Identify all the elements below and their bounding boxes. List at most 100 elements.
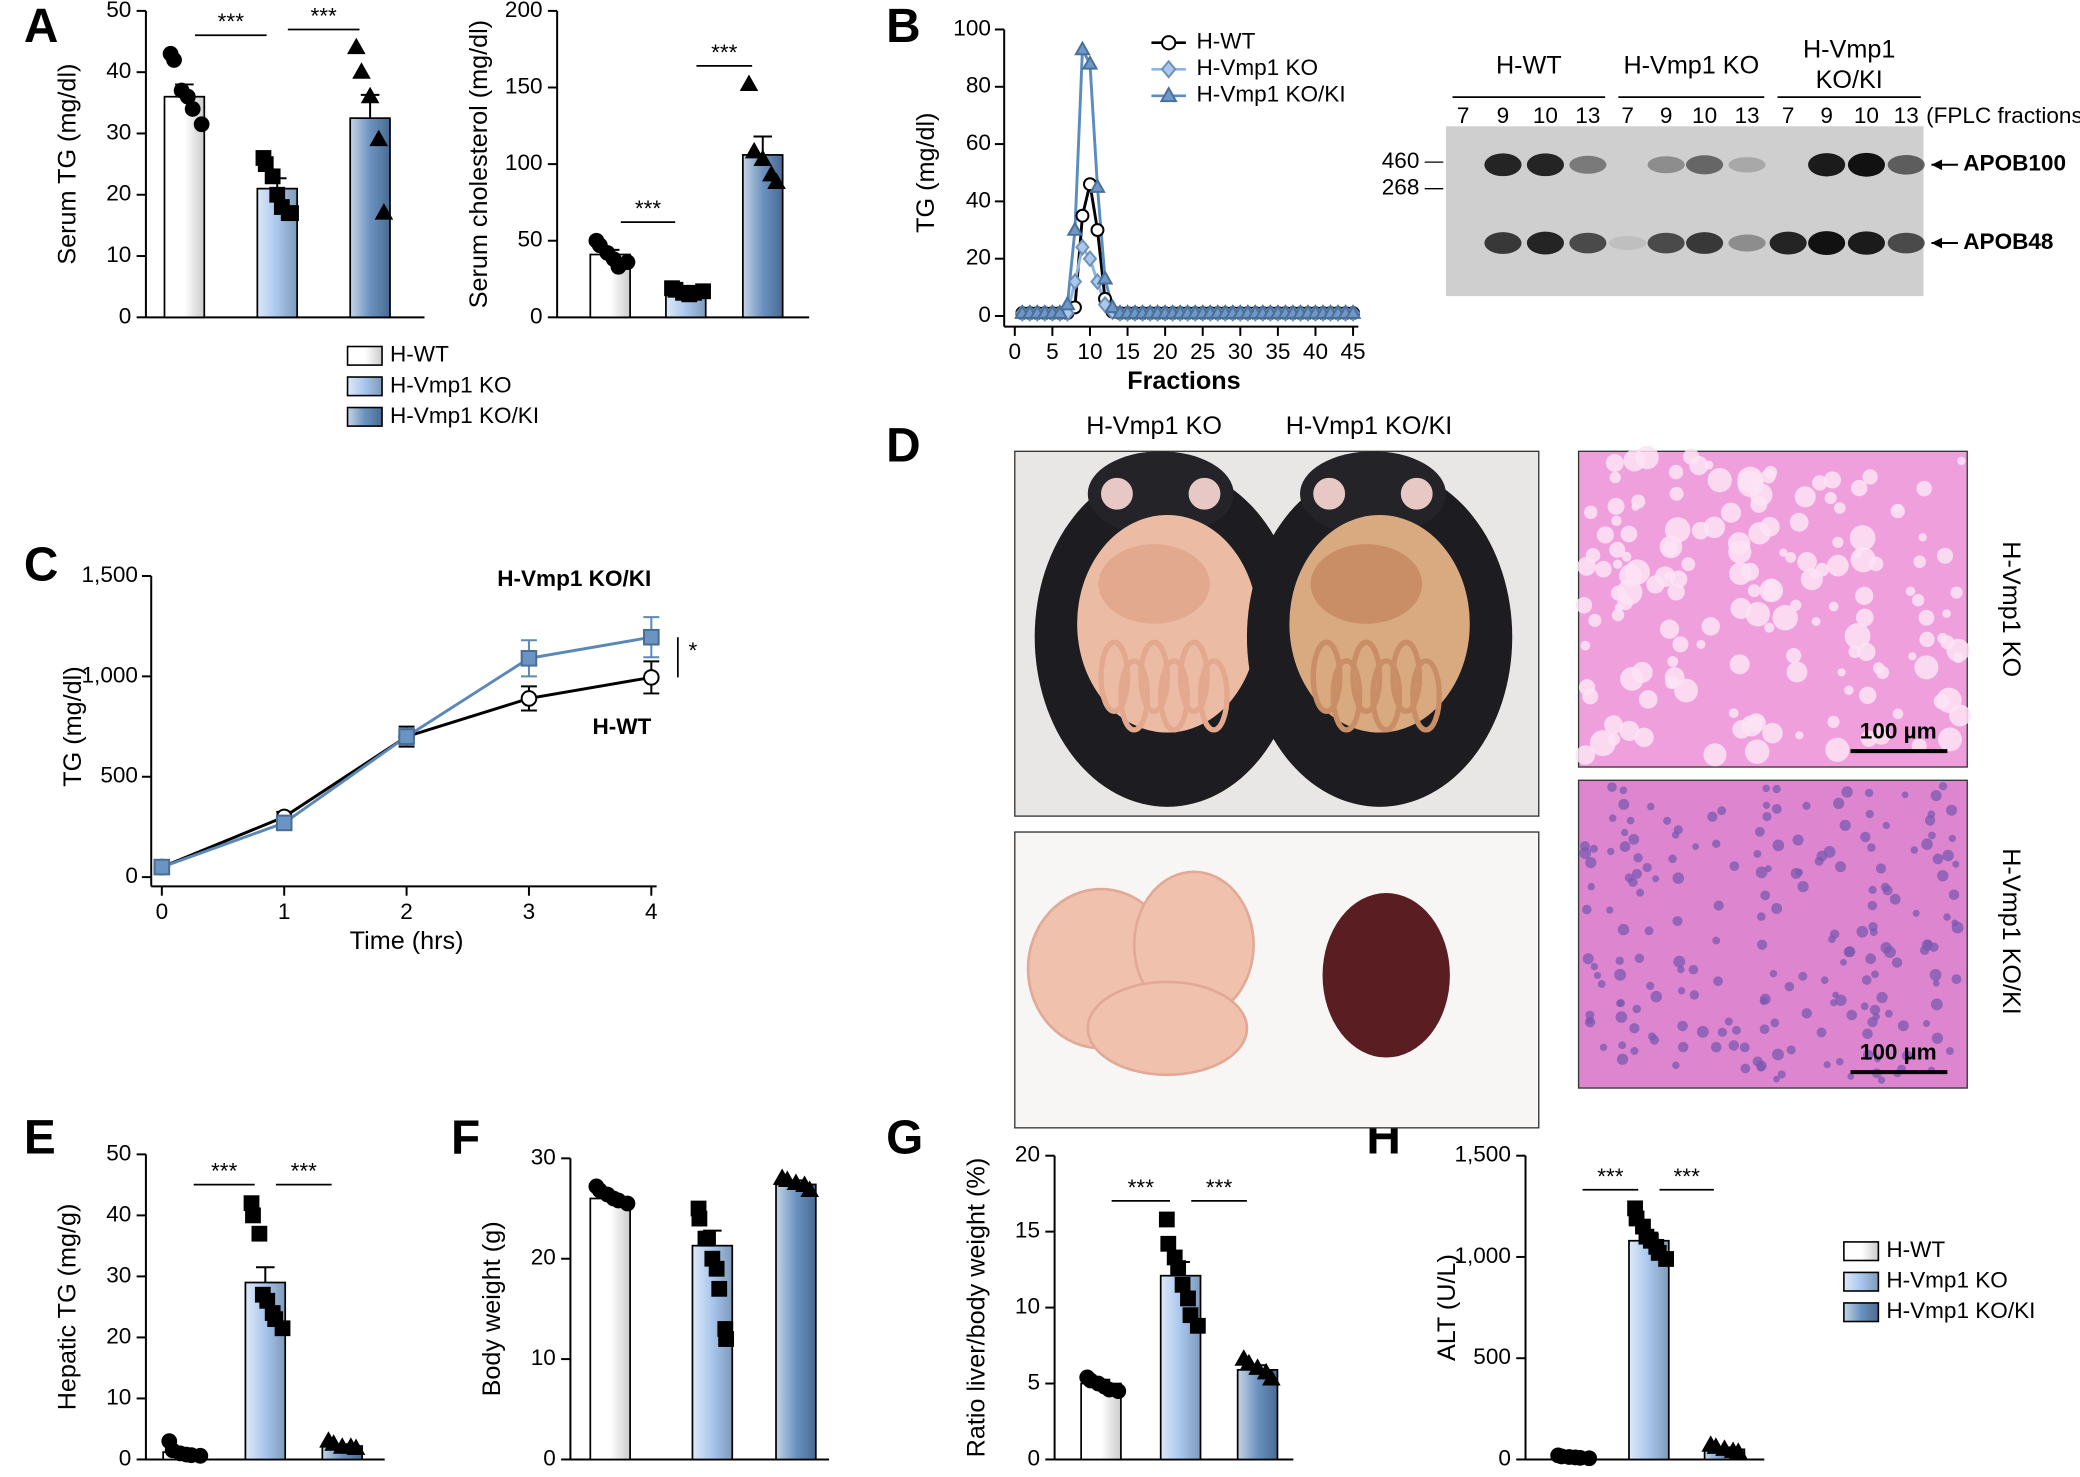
lipid-vacuole: [1668, 464, 1684, 480]
nucleus: [1707, 811, 1718, 822]
nucleus: [1928, 831, 1936, 840]
significance-label: ***: [1674, 1164, 1701, 1189]
nucleus: [1728, 1040, 1740, 1051]
lipid-vacuole: [1828, 601, 1839, 612]
lipid-vacuole: [1729, 562, 1752, 585]
nucleus: [1860, 1002, 1869, 1011]
lipid-vacuole: [1691, 521, 1710, 540]
y-tick-label: 80: [966, 73, 991, 98]
mouse-head: [1300, 451, 1446, 537]
y-axis-label: Body weight (g): [478, 1221, 506, 1396]
nucleus: [1862, 1028, 1873, 1040]
marker: [1090, 223, 1105, 238]
marker: [1075, 208, 1090, 223]
nucleus: [1629, 1023, 1640, 1034]
lipid-vacuole: [1795, 731, 1804, 740]
nucleus: [1937, 870, 1949, 882]
blot-band: [1887, 232, 1925, 254]
nucleus: [1754, 826, 1765, 837]
legend-marker: [1159, 86, 1178, 103]
lipid-vacuole: [1620, 525, 1638, 543]
lipid-vacuole: [1844, 685, 1854, 696]
lipid-vacuole: [1913, 555, 1926, 568]
nucleus: [1816, 1027, 1827, 1038]
organ: [1098, 544, 1210, 624]
y-tick-label: 0: [119, 303, 132, 328]
lane-label: 9: [1660, 103, 1673, 128]
lipid-vacuole: [1609, 541, 1626, 558]
marker: [398, 728, 415, 745]
nucleus: [1840, 958, 1847, 966]
panel-label: E: [24, 1112, 56, 1165]
nucleus: [1770, 1018, 1780, 1028]
data-point: [274, 1320, 291, 1337]
lipid-vacuole: [1827, 715, 1840, 729]
lipid-vacuole: [1614, 603, 1624, 612]
photo-label: H-Vmp1 KO: [1086, 412, 1222, 440]
lipid-vacuole: [1892, 708, 1904, 720]
group-label-line: H-Vmp1: [1803, 35, 1895, 63]
group-label: H-Vmp1 KO/KI: [1803, 35, 1895, 94]
nucleus: [1642, 862, 1652, 873]
error-bar: [256, 1266, 275, 1283]
x-tick-label: 0: [156, 899, 169, 924]
nucleus: [1740, 1063, 1751, 1074]
legend-label: H-WT: [390, 342, 449, 367]
lipid-vacuole: [1918, 609, 1935, 626]
lipid-vacuole: [1631, 494, 1646, 509]
marker: [1075, 238, 1090, 256]
lanes-note: (FPLC fractions): [1926, 103, 2080, 128]
band-label: APOB100: [1963, 151, 2066, 176]
lane-label: 10: [1692, 103, 1717, 128]
nucleus: [1692, 843, 1699, 850]
nucleus: [1618, 798, 1630, 810]
nucleus: [1882, 821, 1890, 830]
lipid-vacuole: [1855, 608, 1874, 627]
nucleus: [1677, 1020, 1688, 1032]
lipid-vacuole: [1812, 475, 1828, 491]
data-point: [184, 101, 201, 117]
lipid-vacuole: [1908, 652, 1917, 661]
x-tick-label: 45: [1341, 339, 1366, 364]
x-tick-label: 25: [1190, 339, 1215, 364]
marker: [153, 858, 171, 876]
legend-marker: [1160, 59, 1177, 79]
nucleus: [1599, 1043, 1608, 1051]
nucleus: [1884, 1009, 1893, 1018]
lipid-vacuole: [1696, 639, 1706, 649]
lipid-vacuole: [1732, 720, 1751, 739]
lipid-vacuole: [1575, 745, 1596, 765]
lipid-vacuole: [1811, 617, 1821, 626]
legend-marker: [1161, 35, 1177, 51]
nucleus: [1832, 797, 1845, 810]
liver: [1322, 893, 1450, 1058]
lipid-vacuole: [1620, 666, 1644, 691]
lipid-vacuole: [1669, 486, 1684, 501]
lipid-vacuole: [1703, 743, 1727, 767]
lane-label: 7: [1782, 103, 1795, 128]
legend-label: H-WT: [1886, 1237, 1945, 1262]
y-axis-label: Ratio liver/body weight (%): [962, 1158, 990, 1458]
lipid-vacuole: [1859, 686, 1877, 704]
nucleus: [1759, 993, 1771, 1005]
nucleus: [1626, 816, 1635, 825]
y-tick-label: 40: [106, 1201, 131, 1226]
nucleus: [1889, 893, 1901, 905]
nucleus: [1739, 1042, 1750, 1053]
bar: [589, 1197, 631, 1461]
y-tick-label: 50: [517, 227, 542, 252]
nucleus: [1823, 846, 1836, 858]
legend-label: H-Vmp1 KO/KI: [1197, 82, 1346, 107]
x-tick-label: 15: [1115, 339, 1140, 364]
y-axis-label: TG (mg/dl): [59, 666, 87, 786]
panel-label: B: [886, 0, 920, 53]
lipid-vacuole: [1785, 552, 1797, 563]
nucleus: [1672, 1061, 1680, 1069]
y-tick-label: 100: [505, 150, 543, 175]
nucleus: [1631, 868, 1642, 879]
nucleus: [1582, 953, 1594, 965]
nucleus: [1929, 969, 1942, 981]
blot-band: [1609, 235, 1647, 251]
data-point: [753, 149, 773, 167]
marker: [643, 628, 660, 646]
